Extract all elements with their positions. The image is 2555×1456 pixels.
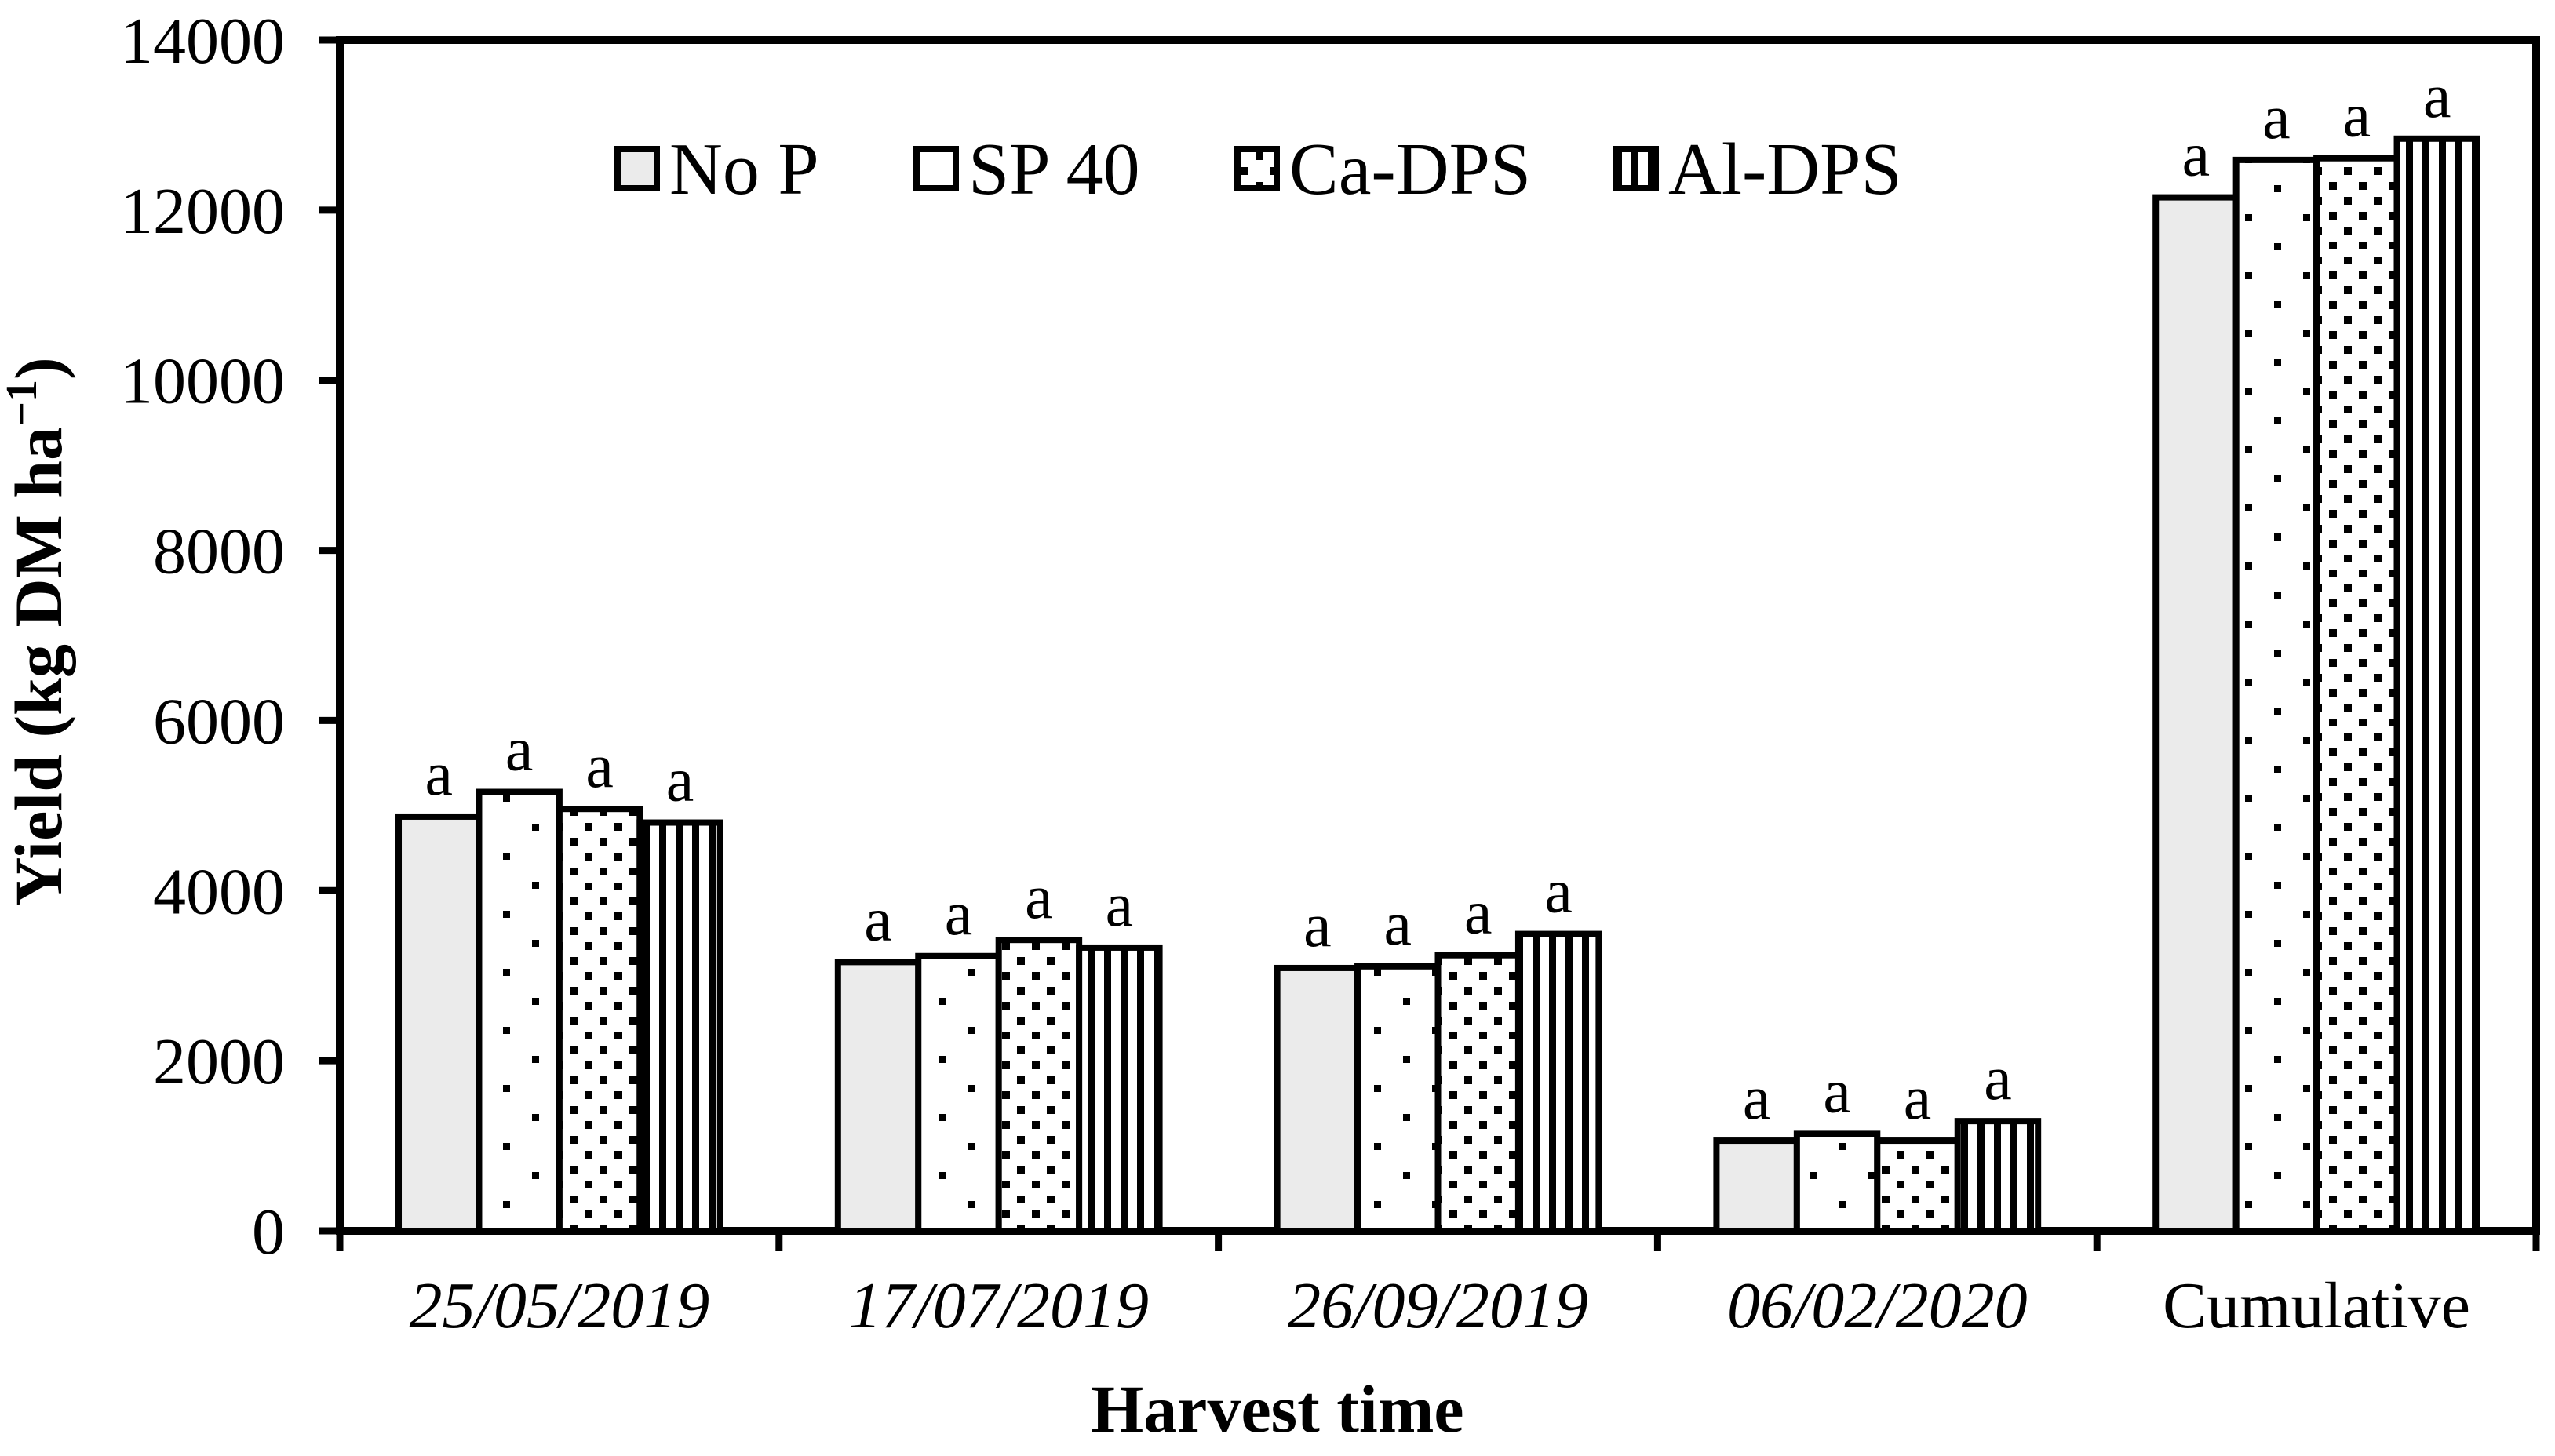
bar — [556, 806, 643, 1235]
sig-letter: a — [1025, 863, 1053, 932]
bar — [2313, 155, 2400, 1235]
sig-letter: a — [1106, 871, 1134, 940]
sig-letter: a — [1823, 1057, 1851, 1126]
bar — [995, 937, 1083, 1235]
legend-label: No P — [669, 129, 819, 210]
legend: No P SP 40 Ca-DPS Al-DPS — [614, 129, 1902, 210]
legend-label: Al-DPS — [1668, 129, 1902, 210]
legend-swatch — [1613, 146, 1659, 191]
sig-letter: a — [2423, 62, 2451, 131]
bar — [1434, 952, 1522, 1234]
x-axis-category-label: Cumulative — [2163, 1269, 2470, 1342]
sig-letter: a — [864, 885, 892, 954]
bar — [1793, 1130, 1881, 1235]
sig-letter: a — [425, 740, 453, 809]
bar — [636, 819, 723, 1234]
sig-letter: a — [1984, 1044, 2012, 1113]
y-axis-title: Yield (kg DM ha−1) — [0, 357, 76, 905]
x-axis-category-label: 26/09/2019 — [1288, 1269, 1588, 1342]
x-axis-category-label: 17/07/2019 — [848, 1269, 1149, 1342]
bars-layer: a a a aa a a a a a a aa a a aaa a a — [395, 62, 2480, 1235]
y-axis-tick-label: 12000 — [120, 175, 285, 248]
x-axis-category-label: 06/02/2020 — [1727, 1269, 2028, 1342]
y-axis-tick-label: 0 — [252, 1196, 285, 1269]
bar — [915, 952, 1002, 1235]
bar — [1874, 1138, 1961, 1234]
bar — [2393, 135, 2480, 1235]
sig-letter: a — [1464, 879, 1493, 948]
bar — [1514, 930, 1602, 1234]
sig-letter: a — [2343, 82, 2371, 151]
y-axis-tick-label: 8000 — [153, 515, 285, 588]
y-axis-tick-label: 4000 — [153, 855, 285, 928]
bar — [1954, 1118, 2042, 1235]
sig-letter: a — [1384, 890, 1412, 959]
y-axis-tick-label: 2000 — [153, 1025, 285, 1098]
bar — [2232, 156, 2320, 1235]
y-axis-tick-label: 6000 — [153, 685, 285, 758]
legend-swatch — [614, 146, 660, 191]
sig-letter: a — [1904, 1064, 1932, 1133]
legend-label: SP 40 — [968, 129, 1140, 210]
legend-swatch — [1234, 146, 1280, 191]
bar — [834, 959, 922, 1234]
sig-letter: a — [666, 746, 694, 815]
sig-letter: a — [2182, 121, 2211, 190]
x-axis-category-label: 25/05/2019 — [410, 1269, 710, 1342]
y-axis-tick-label: 10000 — [120, 345, 285, 418]
bar — [2152, 194, 2240, 1234]
axes-text: 0 2000 4000 6000 8000 10000 12000 14000 25/05/20… — [0, 5, 2470, 1447]
legend-swatch — [913, 146, 959, 191]
sig-letter: a — [1544, 857, 1573, 926]
sig-letter: a — [945, 879, 973, 948]
bar — [476, 788, 563, 1234]
bar — [1354, 963, 1442, 1234]
bar — [1076, 944, 1163, 1234]
bar — [1713, 1138, 1800, 1234]
sig-letter: a — [1303, 891, 1332, 960]
x-axis-title: Harvest time — [1091, 1371, 1463, 1447]
sig-letter: a — [585, 732, 614, 801]
sig-letter: a — [2262, 83, 2291, 152]
legend-label: Ca-DPS — [1289, 129, 1531, 210]
sig-letter: a — [1743, 1064, 1771, 1133]
sig-letter: a — [505, 715, 534, 784]
bar — [395, 813, 483, 1234]
y-axis-tick-label: 14000 — [120, 5, 285, 78]
bar — [1274, 964, 1361, 1234]
